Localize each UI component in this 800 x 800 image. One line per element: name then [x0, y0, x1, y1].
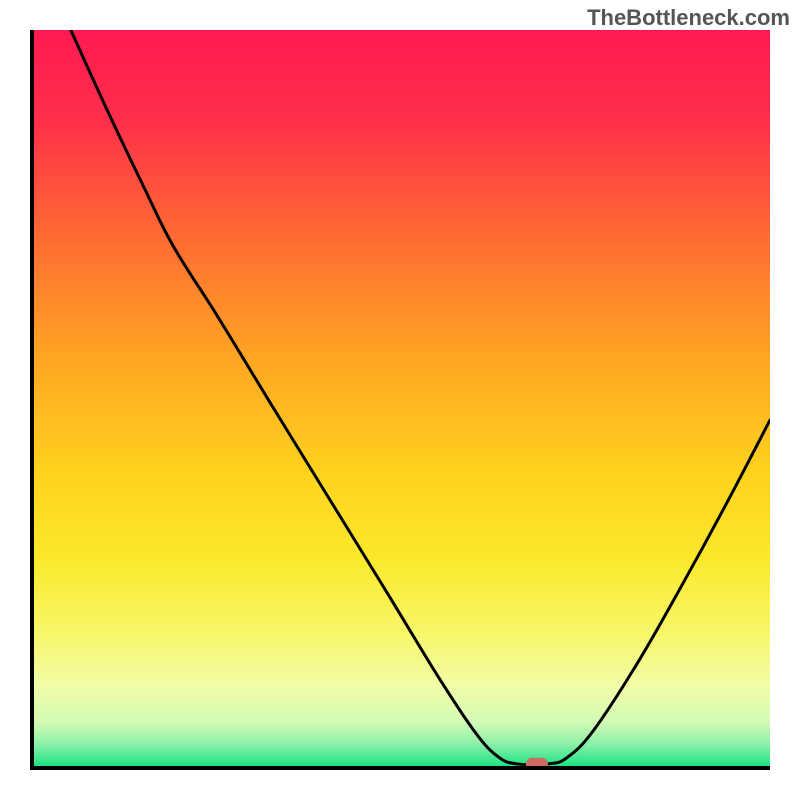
watermark-text: TheBottleneck.com [587, 5, 790, 31]
bottleneck-chart: TheBottleneck.com [0, 0, 800, 800]
curve-line [34, 30, 770, 766]
optimum-marker [526, 758, 548, 770]
plot-area [30, 30, 770, 770]
